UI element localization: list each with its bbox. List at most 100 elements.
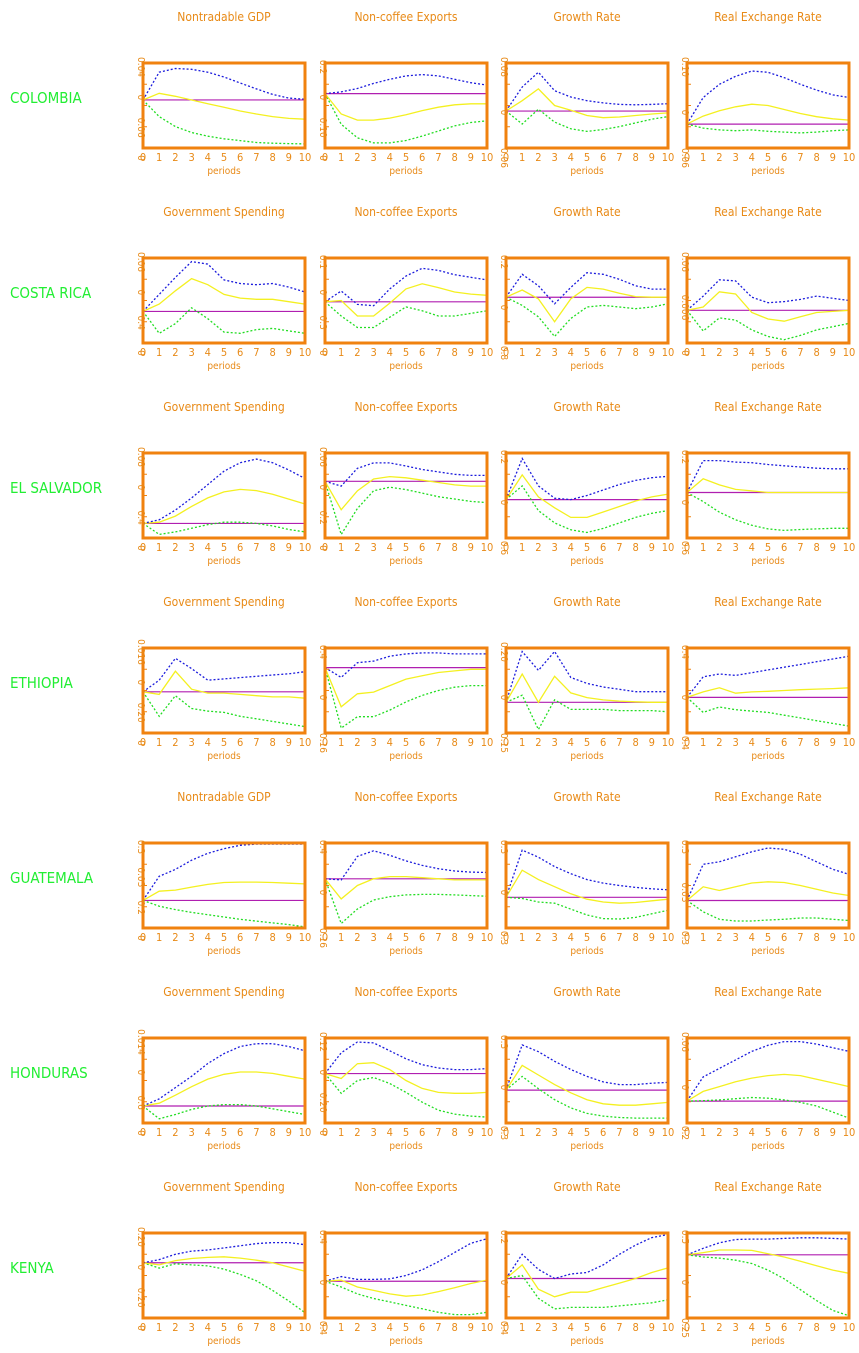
x-tick-label: 2 [172,736,178,749]
lower-band-line [142,306,306,335]
x-tick-label: 4 [749,346,755,359]
y-tick-label: 0.20 [135,1288,146,1308]
x-tick-label: 4 [749,151,755,164]
x-tick-label: 7 [435,931,441,944]
x-tick-label: 7 [797,151,803,164]
panel-title: Growth Rate [553,10,621,24]
panel-frame [504,256,670,345]
x-tick-label: 7 [435,736,441,749]
x-tick-label: 2 [354,151,360,164]
y-tick-label: 0.2 [498,450,509,464]
x-tick-label: 0 [140,151,146,164]
x-tick-label: 7 [253,541,259,554]
lower-band-line [505,1274,669,1310]
upper-band-line [324,1041,488,1074]
x-axis-label: periods [389,556,423,567]
y-tick-label: 0.3 [498,840,509,854]
x-tick-label: 0 [322,931,328,944]
x-tick-label: 4 [749,541,755,554]
x-tick-label: 4 [387,1321,393,1334]
x-tick-label: 4 [568,931,574,944]
x-tick-label: 6 [781,736,787,749]
x-tick-label: 7 [616,736,622,749]
x-tick-label: 5 [403,736,409,749]
y-tick-label: 0.4 [498,1321,509,1336]
x-tick-label: 4 [749,736,755,749]
x-tick-label: 8 [632,931,638,944]
x-tick-label: 0 [503,541,509,554]
lower-band-line [686,1096,850,1119]
x-tick-label: 7 [797,1126,803,1139]
y-tick-label: 0 [135,1264,146,1270]
x-tick-label: 3 [370,151,376,164]
x-tick-label: 2 [172,1321,178,1334]
y-tick-label: 0.16 [317,928,328,948]
x-tick-label: 10 [662,151,675,164]
x-axis-label: periods [751,556,785,567]
y-tick-label: 0 [135,350,146,356]
x-tick-label: 9 [830,931,836,944]
x-tick-label: 10 [481,541,494,554]
y-tick-label: 0 [135,1325,146,1331]
upper-band-line [505,1233,669,1280]
x-tick-label: 3 [732,931,738,944]
x-tick-label: 1 [156,1126,162,1139]
y-tick-label: 0 [135,679,146,685]
median-response-line [686,1249,850,1274]
panel-title: Non-coffee Exports [354,10,457,24]
y-tick-label: 0.6 [498,541,509,556]
y-tick-label: 0.20 [135,1227,146,1247]
x-axis-label: periods [207,556,241,567]
x-tick-label: 10 [299,1126,312,1139]
y-tick-label: 0.3 [498,1126,509,1140]
y-tick-label: 0 [317,289,328,295]
x-tick-label: 9 [286,346,292,359]
x-tick-label: 6 [419,931,425,944]
x-tick-label: 8 [269,736,275,749]
panel-title: Non-coffee Exports [354,1180,457,1194]
y-tick-label: 0.03 [679,882,690,902]
y-tick-label: 0.016 [135,639,146,665]
x-tick-label: 3 [732,541,738,554]
x-tick-label: 2 [354,736,360,749]
x-tick-label: 1 [156,931,162,944]
upper-band-line [324,73,488,95]
x-tick-label: 9 [468,151,474,164]
y-tick-label: 0 [679,695,690,701]
x-tick-label: 2 [716,1321,722,1334]
x-tick-label: 0 [140,346,146,359]
y-tick-label: 0.006 [679,295,690,321]
panel-title: Growth Rate [553,595,621,609]
y-tick-label: 0 [679,1085,690,1091]
x-tick-label: 3 [370,346,376,359]
x-tick-label: 1 [700,346,706,359]
y-tick-label: 0 [317,1069,328,1075]
lower-band-line [142,1262,306,1314]
x-tick-label: 4 [387,1126,393,1139]
x-tick-label: 7 [253,1126,259,1139]
x-tick-label: 1 [338,346,344,359]
x-tick-label: 3 [732,736,738,749]
x-tick-label: 3 [551,151,557,164]
x-tick-label: 4 [568,151,574,164]
y-tick-label: 0.4 [317,1230,328,1245]
panel-frame [323,61,489,150]
upper-band-line [324,1238,488,1282]
x-tick-label: 5 [765,1126,771,1139]
x-tick-label: 10 [299,1321,312,1334]
x-tick-label: 8 [813,736,819,749]
x-tick-label: 8 [632,1126,638,1139]
y-tick-label: 0.04 [135,57,146,77]
x-tick-label: 8 [632,151,638,164]
x-tick-label: 6 [781,346,787,359]
x-tick-label: 7 [253,736,259,749]
x-tick-label: 9 [830,346,836,359]
panel-frame [323,841,489,930]
